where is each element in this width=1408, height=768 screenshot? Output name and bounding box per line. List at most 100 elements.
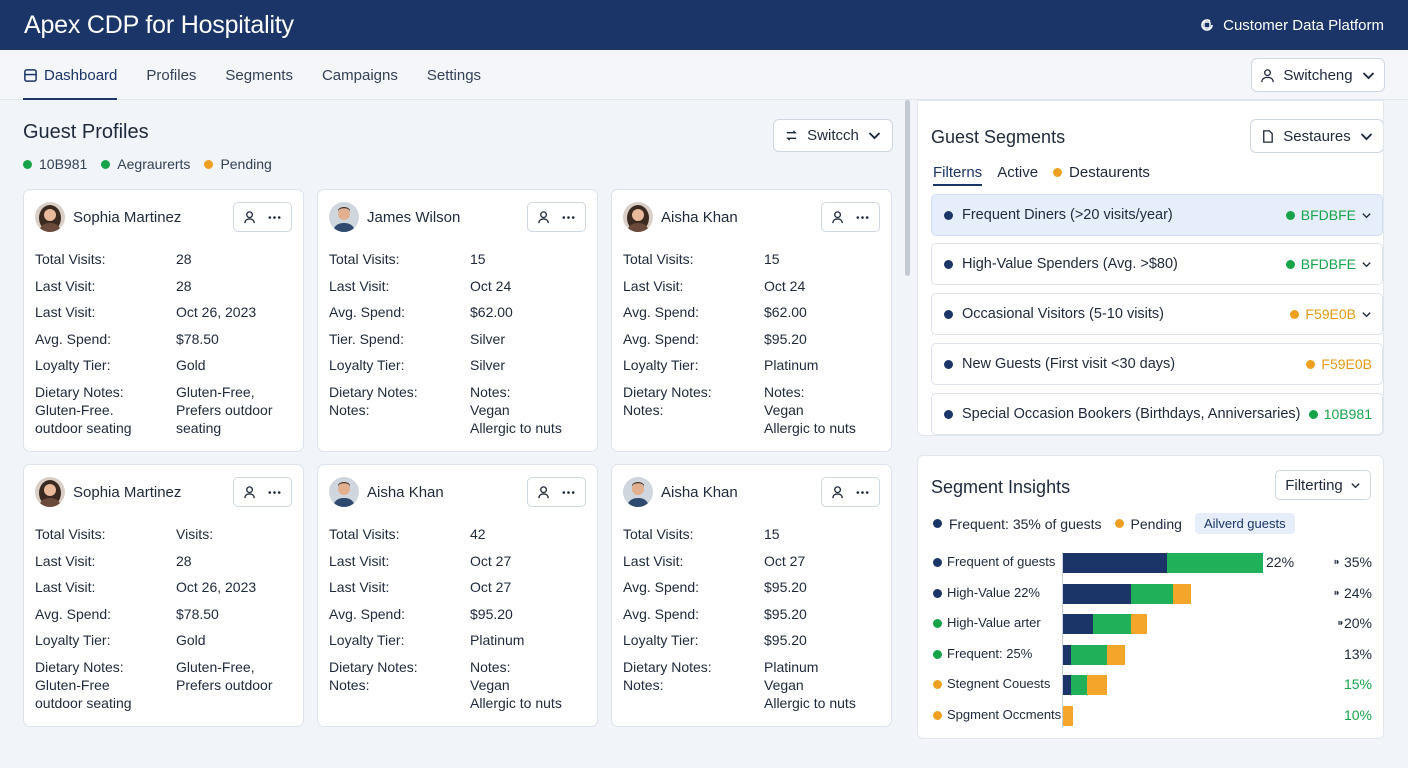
tab-segments[interactable]: Segments (225, 50, 293, 100)
profile-field-value: 42 (470, 526, 486, 542)
guest-segments-panel: Guest Segments Sestaures Filterns Active… (917, 100, 1384, 436)
profile-card[interactable]: Aisha Khan Total Visits: 15 Last Visit: … (611, 464, 892, 727)
profiles-switch-button[interactable]: Switcch (773, 119, 893, 152)
status-dot (1053, 168, 1063, 177)
status-dot (1290, 309, 1300, 319)
chevron-down-icon[interactable] (1361, 259, 1372, 270)
insight-bar-row[interactable]: Frequent: 25% 13% (918, 644, 1385, 666)
chevron-down-icon[interactable] (1361, 309, 1372, 320)
profile-card-header: Sophia Martinez (35, 202, 181, 232)
profile-field-value: Gold (176, 357, 206, 374)
filter-tab-filterns[interactable]: Filterns (933, 164, 983, 186)
status-dot (933, 680, 942, 689)
status-dot (204, 159, 214, 169)
profile-field-label: Last Visit: (35, 579, 96, 596)
bar-track (1063, 644, 1125, 665)
chevron-down-icon[interactable] (1361, 210, 1372, 221)
user-switch-dropdown[interactable]: Switcheng (1251, 58, 1385, 92)
notes-value: Notes: Vegan Allergic to nuts (470, 383, 562, 436)
more-options-icon[interactable] (267, 210, 282, 225)
profile-card-header: Aisha Khan (329, 477, 444, 507)
avatar (623, 477, 653, 507)
bar-segment-green (1071, 644, 1107, 665)
tab-profiles[interactable]: Profiles (146, 50, 196, 100)
tab-label: Campaigns (321, 66, 398, 84)
insights-filter-dropdown[interactable]: Filterting (1275, 470, 1371, 500)
more-options-icon[interactable] (561, 210, 576, 225)
tab-campaigns[interactable]: Campaigns (322, 50, 398, 100)
segment-item[interactable]: New Guests (First visit <30 days) F59E0B (931, 343, 1383, 385)
segment-code-text: F59E0B (1321, 356, 1372, 372)
profile-row: Avg. Spend: $62.00 (623, 303, 881, 330)
guest-name: Sophia Martinez (73, 483, 182, 501)
bar-percent: 22% (1266, 554, 1295, 570)
segment-dot (944, 359, 953, 369)
profile-card-actions (821, 477, 880, 507)
profile-details: Total Visits: 15 Last Visit: Oct 24 Avg.… (329, 250, 587, 437)
profile-card-actions (527, 477, 586, 507)
profile-field-label: Last Visit: (329, 552, 390, 569)
more-options-icon[interactable] (561, 485, 576, 500)
bar-track (1063, 583, 1191, 604)
insights-chip[interactable]: Ailverd guests (1194, 513, 1295, 534)
profile-details: Total Visits: 42 Last Visit: Oct 27 Last… (329, 525, 587, 712)
more-options-icon[interactable] (267, 485, 282, 500)
insight-bar-row[interactable]: Spgment Occments 10% (918, 705, 1385, 727)
tab-settings[interactable]: Settings (427, 50, 481, 100)
insight-bar-row[interactable]: High-Value arter ⁍20% (918, 613, 1385, 635)
profile-row: Loyalty Tier: Gold (35, 631, 293, 658)
segment-item[interactable]: Special Occasion Bookers (Birthdays, Ann… (931, 393, 1383, 435)
profile-card[interactable]: Sophia Martinez Total Visits: Visits: La… (23, 464, 304, 727)
user-icon[interactable] (831, 485, 846, 500)
user-icon[interactable] (831, 210, 846, 225)
profile-field-label: Loyalty Tier: (35, 357, 111, 374)
profile-field-value: 15 (764, 251, 780, 267)
segment-item[interactable]: High-Value Spenders (Avg. >$80) BFDBFE (931, 243, 1383, 285)
more-options-icon[interactable] (855, 485, 870, 500)
bar-segment-navy (1063, 553, 1167, 573)
segment-item[interactable]: Occasional Visitors (5-10 visits) F59E0B (931, 293, 1383, 335)
more-options-icon[interactable] (855, 210, 870, 225)
profile-card-header: Sophia Martinez (35, 477, 181, 507)
profile-field-value: $95.20 (470, 605, 513, 622)
profile-card[interactable]: Sophia Martinez Total Visits: 28 Last Vi… (23, 189, 304, 452)
guest-profiles-panel: Guest Profiles 10B981 Aegraurerts Pendin… (0, 100, 905, 768)
profile-row: Last Visit: Oct 27 (329, 578, 587, 605)
segment-label: High-Value Spenders (Avg. >$80) (962, 256, 1178, 272)
tab-dashboard[interactable]: Dashboard (23, 50, 118, 100)
profile-field-value: 28 (176, 277, 192, 294)
notes-label: Dietary Notes: Notes: (623, 658, 712, 693)
segments-dropdown-button[interactable]: Sestaures (1250, 119, 1383, 153)
legend-item: Frequent: 35% of guests (933, 516, 1102, 532)
profile-row: Avg. Spend: $95.20 (623, 330, 881, 357)
filter-tab-active[interactable]: Active (997, 164, 1039, 181)
profile-field-label: Avg. Spend: (329, 605, 406, 622)
user-icon (1261, 68, 1275, 82)
profile-card-header: James Wilson (329, 202, 460, 232)
profile-card[interactable]: Aisha Khan Total Visits: 42 Last Visit: … (317, 464, 598, 727)
user-icon[interactable] (537, 210, 552, 225)
guest-name: James Wilson (367, 208, 461, 226)
user-icon[interactable] (243, 210, 258, 225)
profile-card[interactable]: Aisha Khan Total Visits: 15 Last Visit: … (611, 189, 892, 452)
profile-field-label: Last Visit: (35, 552, 96, 569)
bar-value: ⁍20% (1336, 615, 1372, 631)
profile-field-label: Last Visit: (623, 552, 684, 569)
document-icon (1263, 129, 1274, 143)
insight-bar-row[interactable]: Stegnent Couests 15% (918, 674, 1385, 696)
user-icon[interactable] (243, 485, 258, 500)
insight-bar-row[interactable]: Frequent of guests 22% ⁍ 35% (918, 552, 1385, 574)
profile-field-value: 28 (176, 251, 192, 267)
segment-item[interactable]: Frequent Diners (>20 visits/year) BFDBFE (931, 194, 1383, 236)
chevron-down-icon (1360, 132, 1372, 140)
segment-filters: Filterns Active Destaurents (933, 164, 1150, 186)
filter-tab-destaurents[interactable]: Destaurents (1053, 164, 1150, 181)
profile-card[interactable]: James Wilson Total Visits: 15 Last Visit… (317, 189, 598, 452)
profile-row: Loyalty Tier: Platinum (329, 631, 587, 658)
insight-bar-row[interactable]: High-Value 22% ⁍ 24% (918, 583, 1385, 605)
bar-segment-orange (1173, 583, 1191, 604)
profile-card-actions (233, 477, 292, 507)
user-icon[interactable] (537, 485, 552, 500)
platform-label[interactable]: Customer Data Platform (1199, 17, 1384, 34)
scrollbar-thumb[interactable] (905, 100, 910, 276)
